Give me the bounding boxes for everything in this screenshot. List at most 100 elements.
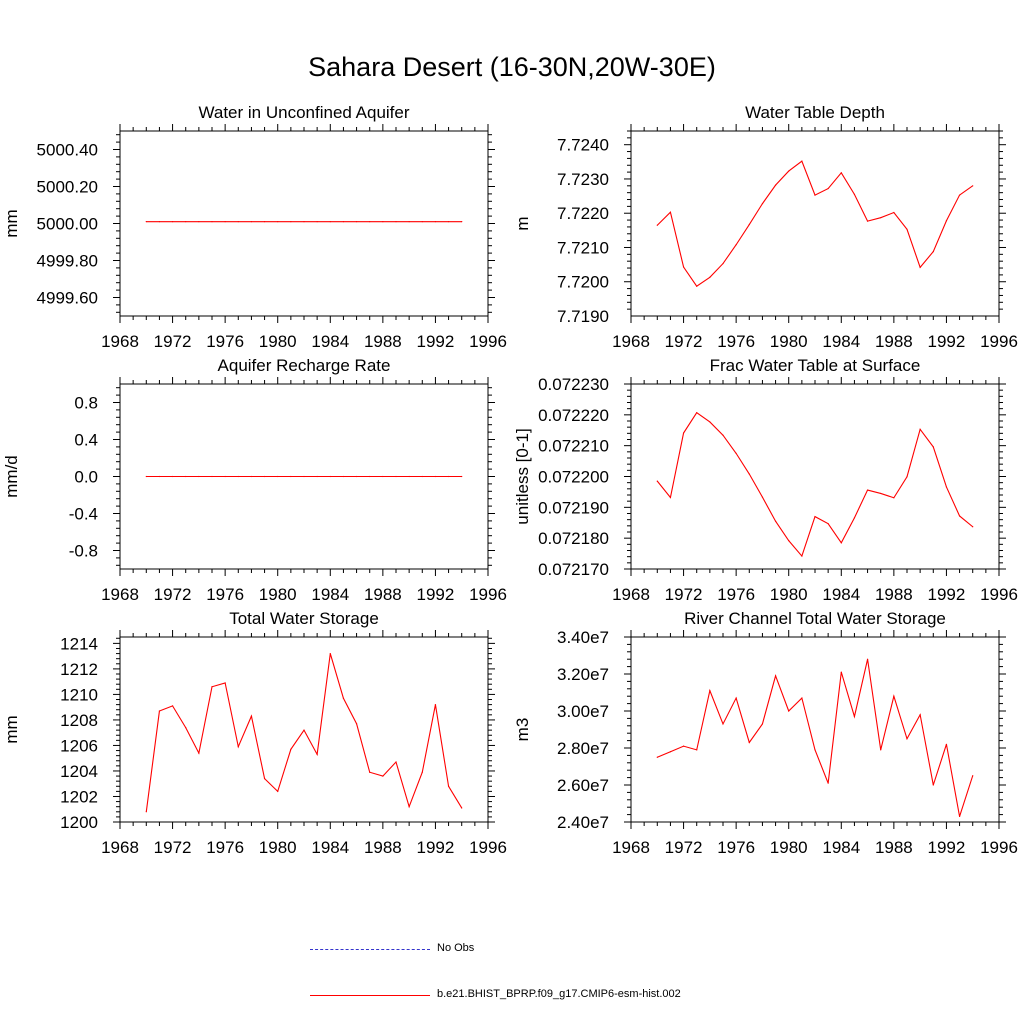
panel-river-channel-total-water-storage-data-point <box>709 690 711 692</box>
panel-frac-water-table-at-surface-data-point <box>722 434 724 436</box>
panel-water-in-unconfined-aquifer-data-point <box>461 221 463 223</box>
panel-water-table-depth-series-line <box>656 160 974 287</box>
panel-water-table-depth-data-point <box>709 276 711 278</box>
panel-frac-water-table-at-surface-data-point <box>801 555 803 557</box>
panel-water-table-depth-data-point <box>774 184 777 186</box>
panel-aquifer-recharge-rate-data-point <box>303 475 305 478</box>
panel-aquifer-recharge-rate-data-point <box>421 475 423 478</box>
panel-aquifer-recharge-rate-data-point <box>355 475 358 478</box>
panel-frac-water-table-at-surface-xtick-label: 1984 <box>822 585 860 604</box>
panel-aquifer-recharge-rate-ylabel: mm/d <box>2 455 21 498</box>
panel-river-channel-total-water-storage-data-point <box>932 784 934 786</box>
panel-river-channel-total-water-storage-xtick-label: 1980 <box>770 838 808 857</box>
panel-river-channel-total-water-storage-data-point <box>893 695 895 697</box>
panel-total-water-storage-ytick-label: 1202 <box>60 787 98 806</box>
panel-water-table-depth-ytick-label: 7.7210 <box>557 238 609 257</box>
panel-water-table-depth-data-point <box>880 217 882 219</box>
panel-river-channel-total-water-storage-data-point <box>735 697 737 699</box>
panel-water-in-unconfined-aquifer-data-point <box>198 221 200 223</box>
panel-frac-water-table-at-surface-ytick-label: 0.072190 <box>538 498 609 517</box>
panel-total-water-storage-data-point <box>277 790 279 792</box>
panel-water-in-unconfined-aquifer-data-point <box>342 221 345 223</box>
panel-frac-water-table-at-surface-data-point <box>853 517 856 519</box>
panel-water-table-depth-data-point <box>919 266 921 268</box>
panel-water-in-unconfined-aquifer-ytick-label: 5000.00 <box>37 215 98 234</box>
panel-frac-water-table-at-surface-data-point <box>827 523 829 525</box>
panel-total-water-storage-data-point <box>395 761 397 763</box>
panel-aquifer-recharge-rate-data-point <box>237 475 239 478</box>
panel-water-table-depth-data-point <box>669 211 672 213</box>
panel-river-channel-total-water-storage-data-point <box>748 741 750 744</box>
panel-river-channel-total-water-storage-ytick-label: 3.20e7 <box>557 665 609 684</box>
panel-river-channel-total-water-storage-data-point <box>801 697 803 699</box>
panel-river-channel-total-water-storage-data-point <box>945 743 948 745</box>
panel-water-table-depth-data-point <box>735 244 737 246</box>
legend-swatch-no-obs <box>310 949 430 950</box>
panel-water-table-depth-data-point <box>853 193 856 195</box>
panel-water-table-depth-xtick-label: 1984 <box>822 332 860 351</box>
panel-total-water-storage-data-point <box>158 710 161 712</box>
panel-frac-water-table-at-surface-data-point <box>788 540 790 542</box>
panel-aquifer-recharge-rate-title: Aquifer Recharge Rate <box>218 356 391 375</box>
panel-river-channel-total-water-storage-xtick-label: 1968 <box>612 838 650 857</box>
panel-frac-water-table-at-surface-ytick-label: 0.072220 <box>538 406 609 425</box>
panel-water-table-depth-data-point <box>932 250 934 253</box>
panel-frac-water-table-at-surface-ytick-label: 0.072230 <box>538 375 609 394</box>
panel-aquifer-recharge-rate-data-point <box>185 475 187 478</box>
panel-total-water-storage-series-line <box>145 653 463 812</box>
panel-water-table-depth-xtick-label: 1976 <box>717 332 755 351</box>
panel-total-water-storage-data-point <box>198 752 200 754</box>
panel-total-water-storage-data-point <box>145 811 147 813</box>
panel-total-water-storage-data-point <box>237 746 239 748</box>
panel-river-channel-total-water-storage-data-point <box>722 723 724 725</box>
panel-aquifer-recharge-rate-data-point <box>171 475 174 478</box>
panel-water-in-unconfined-aquifer-data-point <box>263 221 266 223</box>
panel-total-water-storage-xtick-label: 1968 <box>101 838 139 857</box>
panel-river-channel-total-water-storage-frame <box>630 636 1000 823</box>
panel-river-channel-total-water-storage-data-point <box>958 815 961 818</box>
panel-frac-water-table-at-surface-data-point <box>880 492 882 495</box>
panel-water-table-depth-ytick-label: 7.7220 <box>557 204 609 223</box>
panel-total-water-storage-xtick-label: 1976 <box>206 838 244 857</box>
panel-aquifer-recharge-rate-data-point <box>329 475 331 478</box>
panel-water-table-depth-data-point <box>827 187 829 190</box>
panel-frac-water-table-at-surface-data-point <box>840 542 842 544</box>
panel-aquifer-recharge-rate-data-point <box>277 475 279 478</box>
panel-total-water-storage-data-point <box>263 778 266 780</box>
panel-aquifer-recharge-rate-data-point <box>342 475 345 478</box>
panel-aquifer-recharge-rate-xtick-label: 1968 <box>101 585 139 604</box>
panel-water-in-unconfined-aquifer-data-point <box>277 221 279 223</box>
panel-water-in-unconfined-aquifer-ytick-label: 5000.40 <box>37 141 98 160</box>
legend-swatch-model-run <box>310 995 430 996</box>
panel-river-channel-total-water-storage-title: River Channel Total Water Storage <box>684 609 946 628</box>
panel-total-water-storage-ytick-label: 1206 <box>60 736 98 755</box>
panel-frac-water-table-at-surface-ytick-label: 0.072170 <box>538 560 609 579</box>
panel-frac-water-table-at-surface-xtick-label: 1972 <box>665 585 703 604</box>
panel-total-water-storage-data-point <box>461 807 463 809</box>
panel-water-table-depth-ytick-label: 7.7230 <box>557 170 609 189</box>
panel-total-water-storage-xtick-label: 1972 <box>154 838 192 857</box>
panel-frac-water-table-at-surface-xtick-label: 1996 <box>980 585 1018 604</box>
panel-water-table-depth-data-point <box>696 285 698 287</box>
panel-aquifer-recharge-rate-ytick-label: -0.4 <box>69 505 98 524</box>
panel-river-channel-total-water-storage-ylabel: m3 <box>513 718 532 742</box>
panel-water-table-depth-xtick-label: 1968 <box>612 332 650 351</box>
panel-total-water-storage: Total Water Storage mm 1968 1972 1976 1980 198… <box>2 609 507 857</box>
panel-river-channel-total-water-storage-xtick-label: 1976 <box>717 838 755 857</box>
panel-water-in-unconfined-aquifer-title: Water in Unconfined Aquifer <box>198 103 409 122</box>
panel-total-water-storage-title: Total Water Storage <box>229 609 379 628</box>
panel-river-channel-total-water-storage-data-point <box>788 710 790 712</box>
panel-water-in-unconfined-aquifer-data-point <box>421 221 423 223</box>
panel-frac-water-table-at-surface-data-point <box>972 526 974 528</box>
panel-water-table-depth-data-point <box>866 220 869 222</box>
panel-aquifer-recharge-rate-data-point <box>434 475 437 478</box>
legend-item-model-run: b.e21.BHIST_BPRP.f09_g17.CMIP6-esm-hist.… <box>310 986 1010 1006</box>
panel-aquifer-recharge-rate-data-point <box>211 475 213 478</box>
panel-aquifer-recharge-rate-data-point <box>290 475 292 478</box>
panel-aquifer-recharge-rate-data-point <box>263 475 266 478</box>
panel-water-table-depth-ylabel: m <box>513 216 532 230</box>
panel-frac-water-table-at-surface: Frac Water Table at Surface unitless [0-1… <box>513 356 1018 604</box>
panel-water-in-unconfined-aquifer-data-point <box>290 221 292 223</box>
panel-river-channel-total-water-storage-data-point <box>853 715 856 718</box>
